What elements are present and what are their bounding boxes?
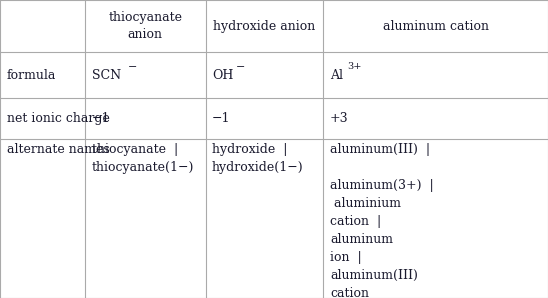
Text: aluminum(III)  |

aluminum(3+)  |
 aluminium
cation  |
aluminum
ion  |
aluminum(: aluminum(III) | aluminum(3+) | aluminium…: [330, 143, 433, 298]
Text: −1: −1: [92, 112, 110, 125]
Text: SCN: SCN: [92, 69, 121, 82]
Text: alternate names: alternate names: [7, 143, 109, 156]
Text: thiocyanate  |
thiocyanate(1−): thiocyanate | thiocyanate(1−): [92, 143, 194, 174]
Text: −1: −1: [212, 112, 231, 125]
Text: +3: +3: [330, 112, 349, 125]
Text: thiocyanate
anion: thiocyanate anion: [108, 11, 182, 41]
Text: OH: OH: [212, 69, 233, 82]
Text: net ionic charge: net ionic charge: [7, 112, 110, 125]
Text: hydroxide anion: hydroxide anion: [213, 20, 316, 32]
Text: hydroxide  |
hydroxide(1−): hydroxide | hydroxide(1−): [212, 143, 304, 174]
Text: formula: formula: [7, 69, 56, 82]
Text: −: −: [128, 62, 137, 72]
Text: aluminum cation: aluminum cation: [383, 20, 489, 32]
Text: −: −: [236, 62, 246, 72]
Text: 3+: 3+: [347, 62, 361, 72]
Text: Al: Al: [330, 69, 343, 82]
